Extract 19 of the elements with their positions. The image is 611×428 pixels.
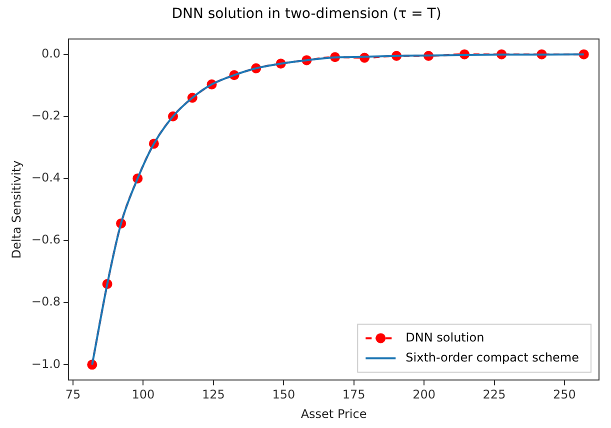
y-tick-label: −0.4 (31, 170, 61, 185)
x-tick-label: 75 (65, 388, 81, 402)
chart-title: DNN solution in two-dimension (τ = T) (172, 6, 442, 22)
y-tick-label: 0.0 (41, 46, 61, 60)
x-tick-label: 200 (412, 388, 436, 402)
y-tick-label: −0.6 (31, 232, 61, 247)
x-tick-label: 175 (342, 388, 366, 402)
x-tick-label: 225 (482, 388, 506, 402)
y-axis-title: Delta Sensitivity (9, 160, 24, 259)
x-tick-label: 250 (553, 388, 576, 402)
legend-label: Sixth-order compact scheme (406, 350, 580, 364)
y-tick-label: −0.8 (31, 294, 61, 309)
y-tick-label: −1.0 (31, 356, 61, 371)
y-tick-label: −0.2 (31, 108, 61, 123)
x-tick-label: 150 (272, 388, 296, 402)
x-axis-title: Asset Price (300, 406, 367, 421)
legend-label: DNN solution (406, 330, 484, 344)
x-tick-label: 100 (132, 388, 155, 402)
x-tick-label: 125 (202, 388, 225, 402)
